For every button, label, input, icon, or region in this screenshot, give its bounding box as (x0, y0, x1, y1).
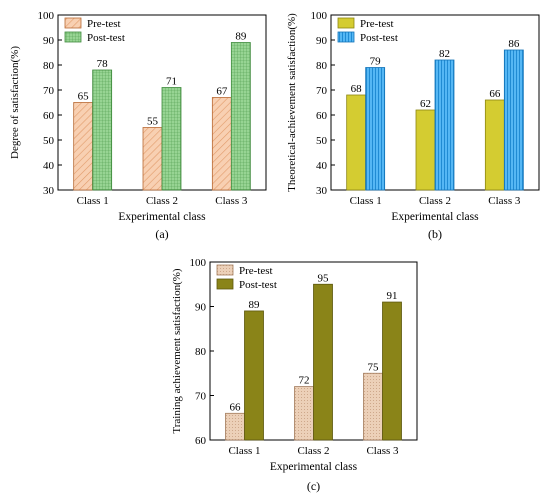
bar-post-test (161, 87, 182, 191)
y-axis-label: Training achievement satisfaction(%) (171, 268, 183, 433)
bar-post-test (313, 283, 333, 441)
bar-pre-test (294, 386, 314, 441)
legend-swatch (337, 17, 355, 29)
bar-post-test (230, 42, 251, 191)
legend-label: Pre-test (239, 265, 273, 277)
y-tick-label: 90 (195, 302, 207, 314)
legend-swatch (64, 31, 82, 43)
legend-swatch (337, 31, 355, 43)
y-tick-label: 80 (316, 60, 328, 72)
bar-post-test (365, 67, 386, 191)
legend-label: Post-test (360, 32, 398, 44)
y-tick-label: 50 (43, 135, 55, 147)
x-tick-label: Class 1 (350, 195, 382, 207)
y-tick-label: 90 (316, 35, 328, 47)
y-tick-label: 60 (316, 110, 328, 122)
x-tick-label: Class 2 (297, 445, 329, 457)
data-label: 89 (249, 299, 261, 311)
y-tick-label: 40 (43, 160, 55, 172)
data-label: 55 (147, 116, 159, 128)
x-axis-label: Experimental class (118, 211, 206, 223)
x-tick-label: Class 3 (488, 195, 521, 207)
panel-label: (c) (307, 479, 320, 493)
bar-pre-test (363, 372, 383, 441)
legend-label: Pre-test (87, 18, 121, 30)
data-label: 89 (235, 31, 247, 43)
bar-pre-test (225, 412, 245, 441)
y-tick-label: 70 (195, 391, 207, 403)
x-tick-label: Class 2 (419, 195, 451, 207)
data-label: 62 (420, 98, 431, 110)
y-axis-label: Theoretical-achievement satisfaction(%) (286, 13, 298, 192)
data-label: 65 (78, 91, 90, 103)
x-tick-label: Class 1 (228, 445, 260, 457)
x-tick-label: Class 3 (215, 195, 248, 207)
y-tick-label: 30 (316, 185, 328, 197)
bar-pre-test (73, 102, 94, 191)
chart-panel-1: 30 40 50 60 70 80 90 100 Class 1 65 78 Class 2 55 71 C… (9, 10, 267, 241)
x-tick-label: Class 1 (77, 195, 109, 207)
bar-pre-test (211, 97, 232, 191)
data-label: 91 (387, 290, 398, 302)
bar-post-test (503, 49, 524, 191)
bar-pre-test (415, 109, 436, 191)
legend-swatch (64, 17, 82, 29)
x-tick-label: Class 3 (366, 445, 399, 457)
y-tick-label: 70 (43, 85, 55, 97)
x-axis-label: Experimental class (391, 211, 479, 223)
legend-swatch (216, 264, 234, 276)
y-tick-label: 50 (316, 135, 328, 147)
y-tick-label: 100 (38, 10, 55, 22)
y-tick-label: 100 (190, 257, 207, 269)
y-tick-label: 100 (311, 10, 328, 22)
y-tick-label: 30 (43, 185, 55, 197)
y-tick-label: 40 (316, 160, 328, 172)
chart-panel-3: 60 70 80 90 100 Class 1 66 89 Class 2 72 95 Class 3… (171, 257, 418, 493)
x-axis-label: Experimental class (270, 461, 358, 473)
legend-label: Post-test (87, 32, 125, 44)
data-label: 66 (230, 401, 242, 413)
data-label: 72 (299, 375, 310, 387)
bar-post-test (382, 301, 402, 441)
data-label: 82 (439, 48, 450, 60)
data-label: 95 (318, 272, 330, 284)
panel-label: (a) (155, 227, 168, 241)
data-label: 66 (489, 88, 501, 100)
y-tick-label: 80 (195, 346, 207, 358)
x-tick-label: Class 2 (146, 195, 178, 207)
data-label: 71 (166, 76, 177, 88)
data-label: 68 (351, 83, 363, 95)
data-label: 86 (508, 38, 520, 50)
legend-swatch (216, 278, 234, 290)
data-label: 67 (216, 86, 228, 98)
y-tick-label: 60 (195, 435, 207, 447)
y-tick-label: 60 (43, 110, 55, 122)
y-tick-label: 70 (316, 85, 328, 97)
bar-post-test (92, 69, 113, 191)
data-label: 78 (97, 58, 109, 70)
bar-pre-test (142, 127, 163, 191)
bar-pre-test (484, 99, 505, 191)
data-label: 75 (368, 361, 380, 373)
chart-panel-2: 30 40 50 60 70 80 90 100 Class 1 68 79 Class 2 62 82 C… (286, 10, 540, 241)
panel-label: (b) (428, 227, 442, 241)
data-label: 79 (370, 56, 382, 68)
bar-post-test (244, 310, 264, 441)
bar-post-test (434, 59, 455, 191)
bar-pre-test (346, 94, 367, 191)
y-tick-label: 90 (43, 35, 55, 47)
y-axis-label: Degree of satisfaction(%) (9, 46, 21, 159)
legend-label: Post-test (239, 279, 277, 291)
y-tick-label: 80 (43, 60, 55, 72)
legend-label: Pre-test (360, 18, 394, 30)
